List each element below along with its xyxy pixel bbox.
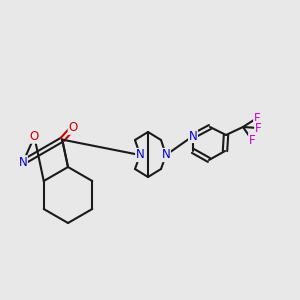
Text: O: O bbox=[68, 121, 77, 134]
Text: F: F bbox=[255, 122, 261, 134]
Text: F: F bbox=[254, 112, 260, 124]
Text: F: F bbox=[249, 134, 255, 146]
Text: N: N bbox=[136, 148, 144, 161]
Text: N: N bbox=[189, 130, 197, 142]
Text: N: N bbox=[19, 156, 27, 169]
Text: O: O bbox=[30, 130, 39, 143]
Text: N: N bbox=[162, 148, 170, 161]
